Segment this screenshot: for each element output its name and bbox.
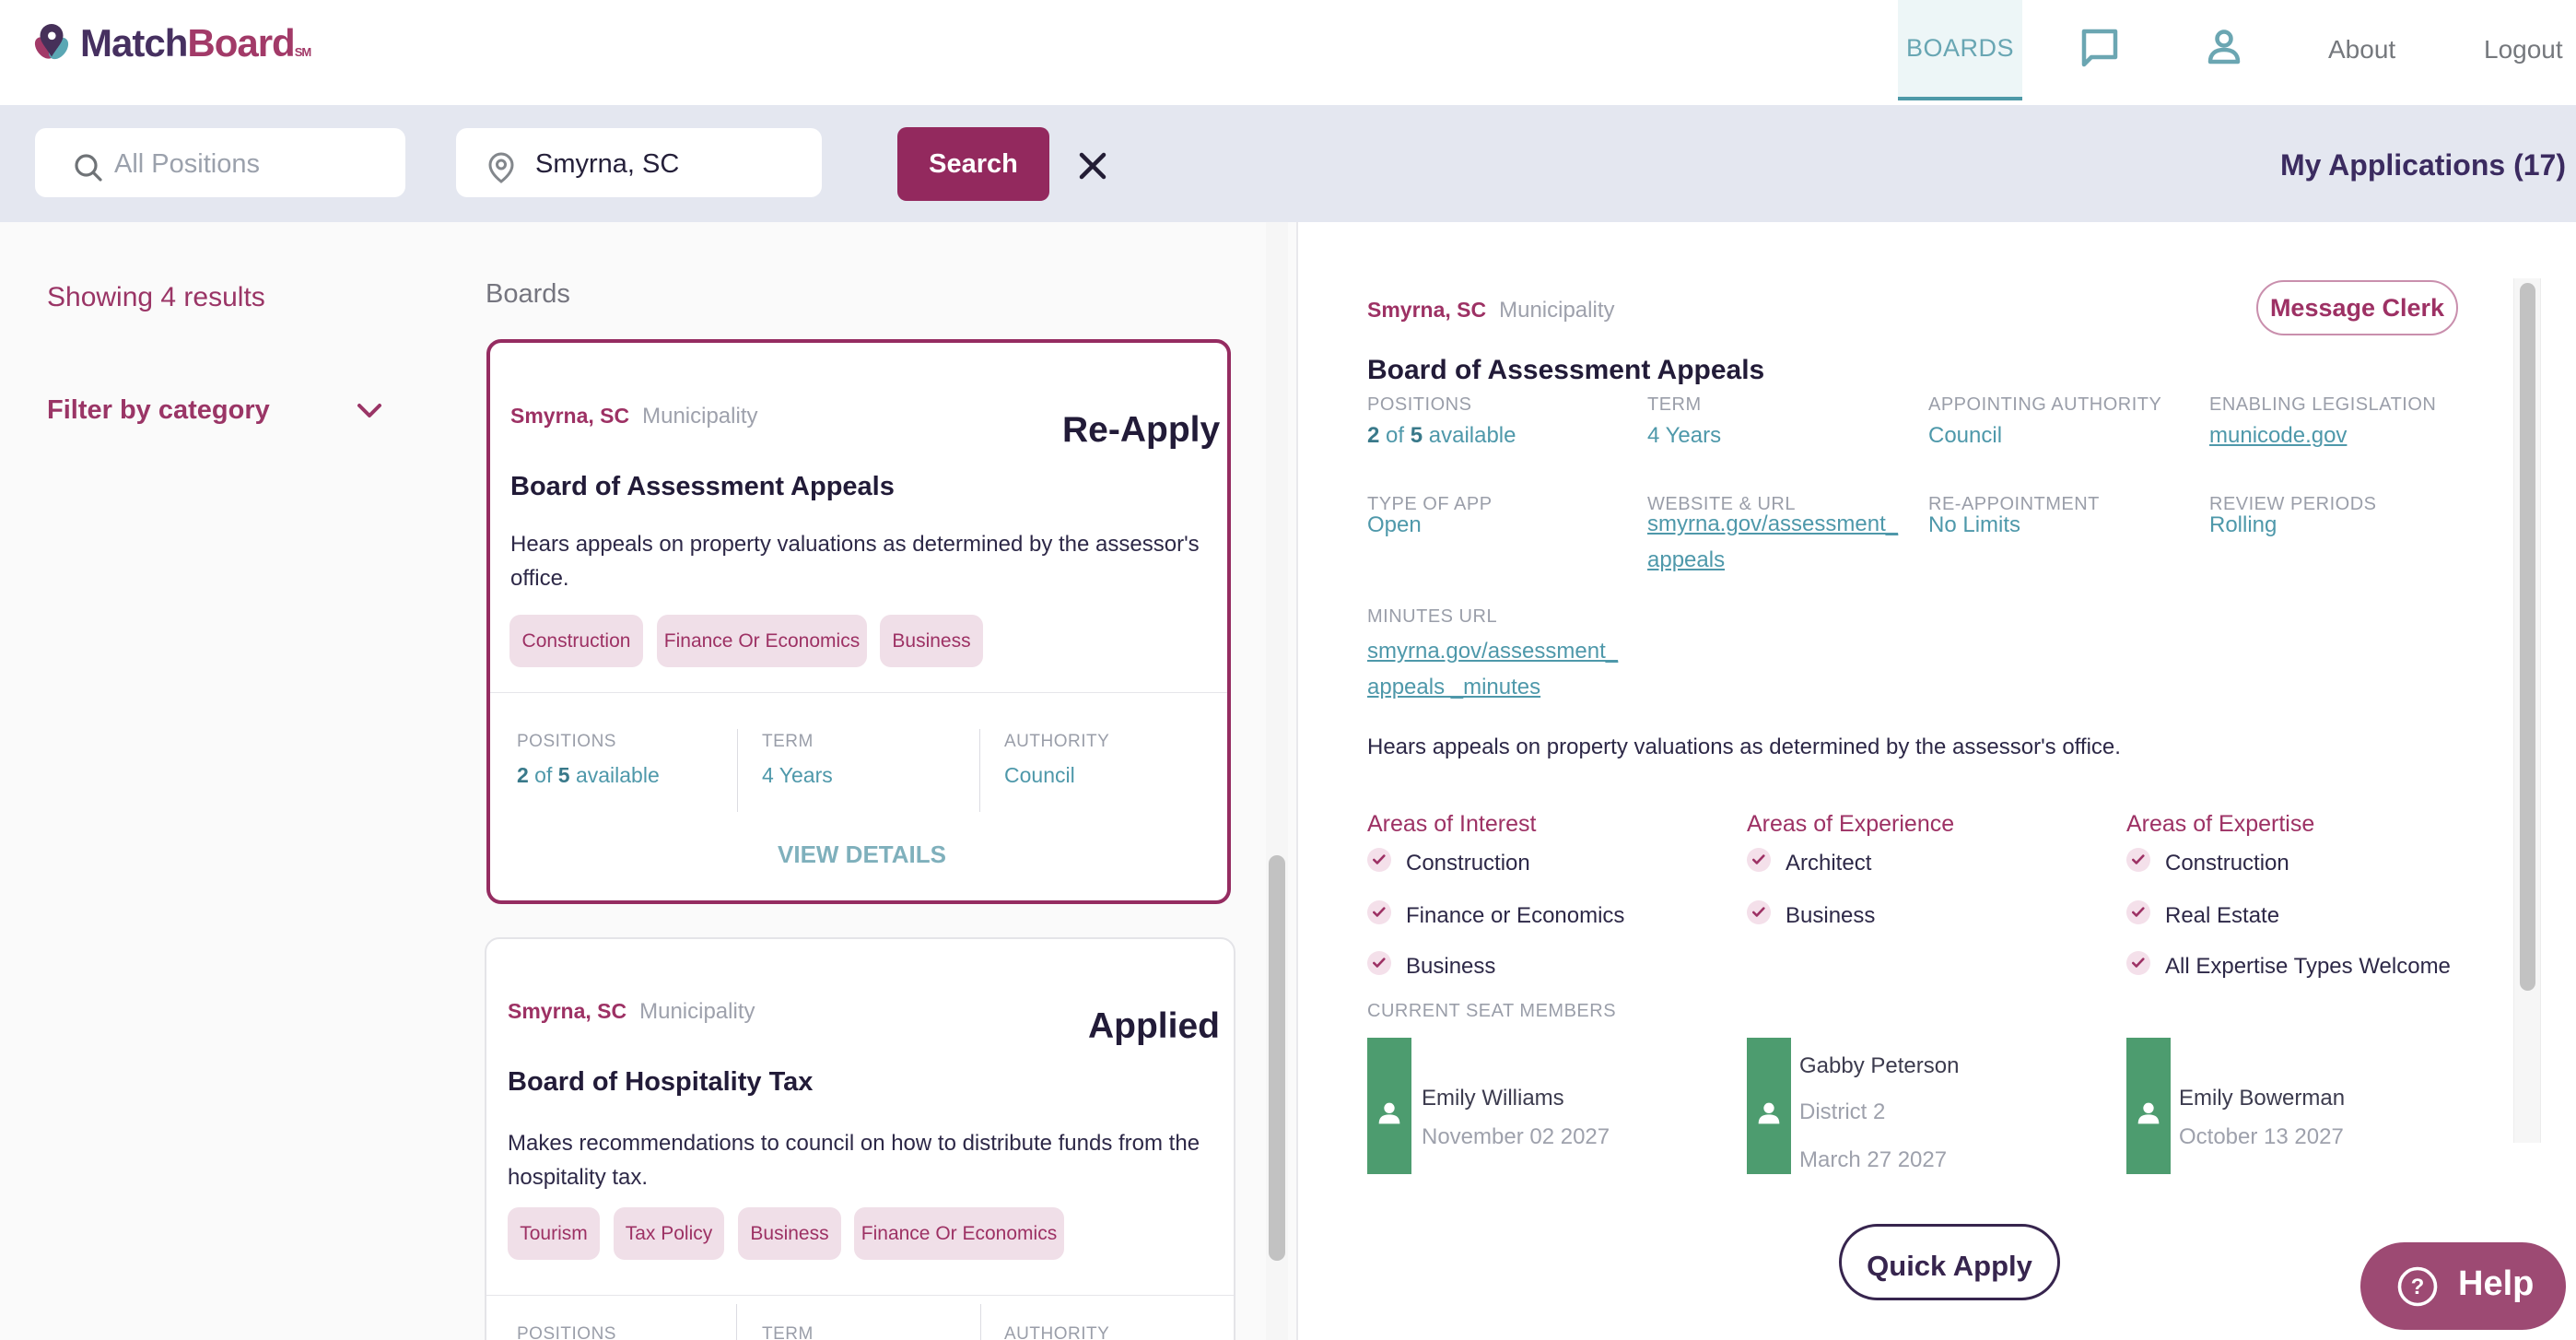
svg-text:?: ? xyxy=(2411,1275,2425,1299)
